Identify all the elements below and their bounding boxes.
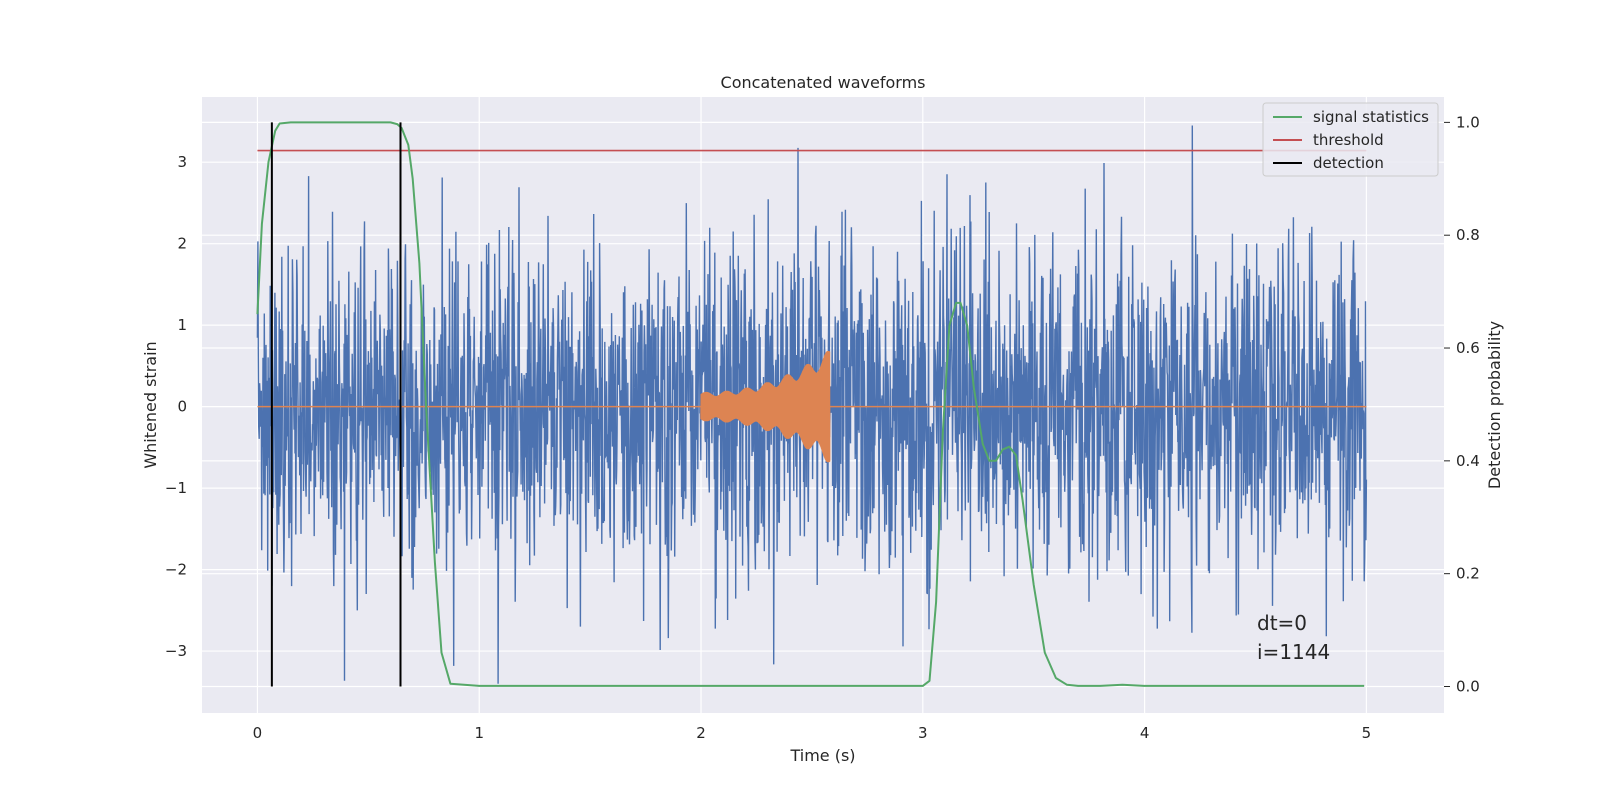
signal-statistics-line bbox=[256, 121, 1365, 687]
x-tick-label: 0 bbox=[253, 724, 263, 742]
y-right-tick-label: 1.0 bbox=[1456, 113, 1480, 131]
x-tick-label: 3 bbox=[918, 724, 928, 742]
y-tick-label: 1 bbox=[177, 316, 187, 334]
legend-box bbox=[1262, 102, 1439, 177]
y-tick-label: −2 bbox=[165, 561, 187, 579]
legend: signal statistics threshold detection bbox=[1262, 102, 1439, 177]
y-right-tick-label: 0.8 bbox=[1456, 226, 1480, 244]
y-tick-label: 0 bbox=[177, 398, 187, 416]
y-tick-label: −3 bbox=[165, 642, 187, 660]
tick-labels: 0 1 2 3 4 5 −3 −2 −1 0 1 2 3 0.0 0.2 0.4 0.6 0.8 1.0 bbox=[165, 113, 1480, 742]
y-axis-label: Whitened strain bbox=[141, 341, 160, 468]
y-right-tick-label: 0.6 bbox=[1456, 339, 1480, 357]
x-tick-label: 5 bbox=[1362, 724, 1372, 742]
legend-entry-threshold: threshold bbox=[1313, 131, 1384, 149]
annotation-dt: dt=0 bbox=[1257, 611, 1307, 635]
injection-chirp-series bbox=[257, 350, 1367, 463]
y-right-tick-label: 0.4 bbox=[1456, 452, 1480, 470]
chart-title: Concatenated waveforms bbox=[721, 73, 926, 92]
strain-noise-series bbox=[256, 125, 1368, 684]
y-right-tick-label: 0.0 bbox=[1456, 677, 1480, 695]
x-tick-label: 4 bbox=[1140, 724, 1150, 742]
y-tick-label: 2 bbox=[177, 235, 187, 253]
statistics-layer bbox=[256, 121, 1367, 687]
annotation-index: i=1144 bbox=[1257, 640, 1330, 664]
x-axis-label: Time (s) bbox=[789, 746, 855, 765]
y-right-tick-label: 0.2 bbox=[1456, 565, 1480, 583]
y-tick-label: −1 bbox=[165, 479, 187, 497]
legend-entry-signal-statistics: signal statistics bbox=[1313, 108, 1429, 126]
legend-entry-detection: detection bbox=[1313, 154, 1384, 172]
x-tick-label: 2 bbox=[696, 724, 706, 742]
x-tick-label: 1 bbox=[474, 724, 484, 742]
strain-layer bbox=[256, 125, 1368, 684]
y-tick-label: 3 bbox=[177, 153, 187, 171]
y-axis-label-right: Detection probability bbox=[1485, 321, 1504, 489]
